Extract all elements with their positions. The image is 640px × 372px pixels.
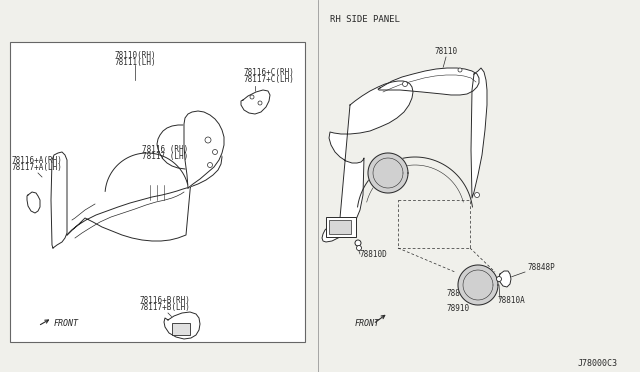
Text: J78000C3: J78000C3 (578, 359, 618, 368)
Text: 78111(LH): 78111(LH) (114, 58, 156, 67)
Text: 78116+B(RH): 78116+B(RH) (140, 296, 191, 305)
Text: 78117 (LH): 78117 (LH) (142, 152, 188, 161)
Circle shape (212, 150, 218, 154)
Circle shape (474, 192, 479, 198)
Polygon shape (184, 111, 224, 188)
Polygon shape (378, 68, 479, 95)
Polygon shape (322, 81, 413, 242)
Polygon shape (27, 192, 40, 213)
Text: FRONT: FRONT (54, 319, 79, 328)
Text: 78110(RH): 78110(RH) (114, 51, 156, 60)
Polygon shape (67, 125, 222, 241)
Text: RH SIDE PANEL: RH SIDE PANEL (330, 15, 400, 24)
Text: 78117+A(LH): 78117+A(LH) (12, 163, 63, 172)
Text: 78110: 78110 (435, 47, 458, 56)
Text: 78117+B(LH): 78117+B(LH) (140, 303, 191, 312)
Bar (172, 323, 190, 335)
Circle shape (205, 137, 211, 143)
Bar (329, 220, 351, 234)
Bar (10, 42, 305, 342)
Circle shape (355, 240, 361, 246)
Polygon shape (471, 68, 487, 198)
Text: 78117+C(LH): 78117+C(LH) (243, 75, 294, 84)
Circle shape (258, 101, 262, 105)
Circle shape (497, 276, 502, 282)
Text: 78815: 78815 (447, 289, 470, 298)
Text: FRONT: FRONT (355, 319, 380, 328)
Text: 78810D: 78810D (360, 250, 388, 259)
Polygon shape (164, 312, 200, 339)
Polygon shape (368, 153, 408, 193)
Text: 78848P: 78848P (527, 263, 555, 272)
Text: 78910: 78910 (447, 304, 470, 313)
Circle shape (250, 95, 254, 99)
Circle shape (403, 81, 408, 87)
Text: 78810A: 78810A (497, 296, 525, 305)
Text: 78116 (RH): 78116 (RH) (142, 145, 188, 154)
Circle shape (207, 163, 212, 167)
Polygon shape (241, 90, 270, 114)
Circle shape (458, 68, 462, 72)
Text: 78116+C(RH): 78116+C(RH) (243, 68, 294, 77)
Circle shape (356, 246, 362, 250)
Text: 78116+A(RH): 78116+A(RH) (12, 156, 63, 165)
Polygon shape (499, 271, 511, 287)
Polygon shape (51, 152, 67, 248)
Polygon shape (458, 265, 498, 305)
Bar (326, 217, 356, 237)
